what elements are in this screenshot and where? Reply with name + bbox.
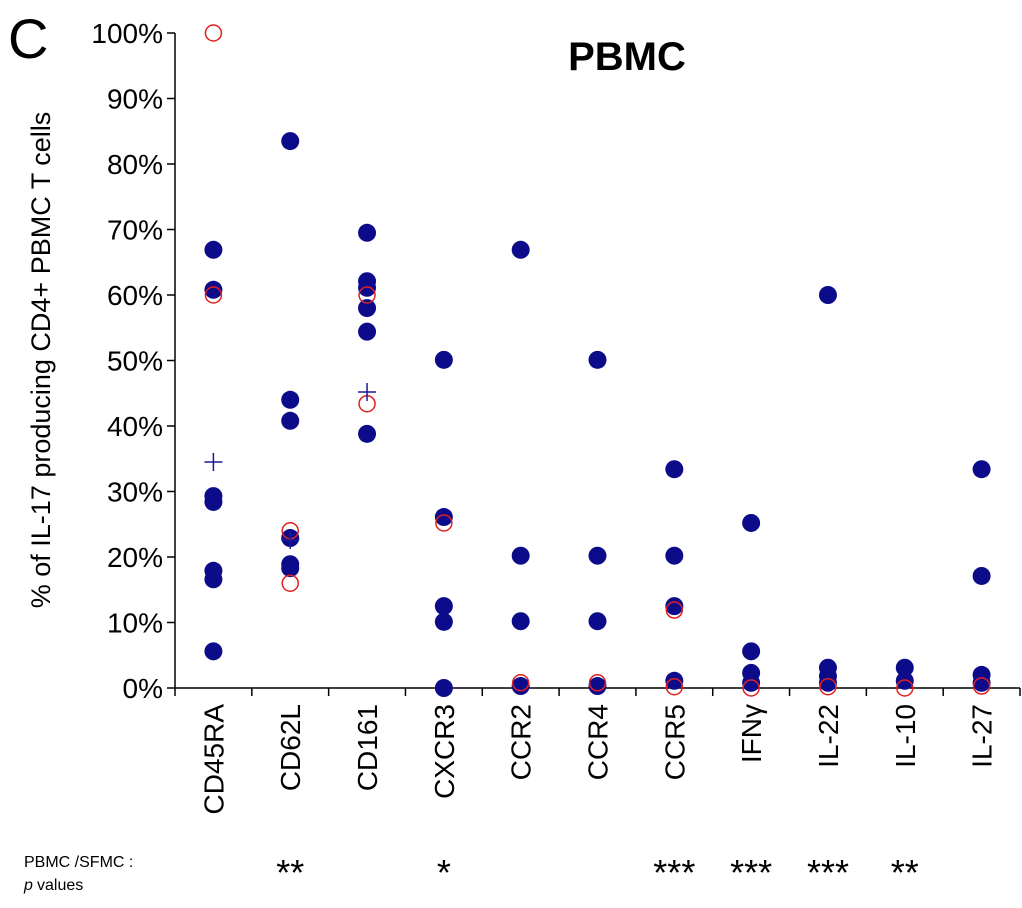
x-tick-label: CCR5 bbox=[659, 704, 690, 780]
dot bbox=[434, 350, 453, 369]
dot bbox=[588, 677, 607, 696]
mean-marker bbox=[204, 453, 223, 472]
y-tick-label: 20% bbox=[107, 542, 163, 573]
dot bbox=[434, 597, 453, 616]
open-dot bbox=[742, 679, 760, 697]
significance: ** bbox=[891, 852, 919, 893]
x-tick-label: CCR4 bbox=[583, 704, 614, 780]
significance-caption: PBMC /SFMC : bbox=[24, 854, 133, 871]
dot bbox=[511, 240, 530, 259]
x-tick-label: CD45RA bbox=[198, 704, 229, 815]
dot bbox=[204, 642, 223, 661]
open-dot bbox=[896, 679, 914, 697]
dot bbox=[281, 132, 300, 151]
dot bbox=[588, 350, 607, 369]
dot bbox=[665, 597, 684, 616]
y-tick-label: 40% bbox=[107, 411, 163, 442]
significance: *** bbox=[730, 852, 772, 893]
dot bbox=[358, 424, 377, 443]
x-tick-label: CCR2 bbox=[506, 704, 537, 780]
significance-caption: p bbox=[23, 877, 33, 894]
x-tick-label: CXCR3 bbox=[429, 704, 460, 799]
open-dot bbox=[819, 677, 837, 696]
dot bbox=[434, 679, 453, 697]
y-tick-label: 60% bbox=[107, 280, 163, 311]
significance-caption: values bbox=[37, 877, 83, 894]
dot bbox=[358, 278, 377, 297]
panel-label: C bbox=[8, 7, 48, 70]
dot bbox=[665, 671, 684, 690]
mean-marker bbox=[281, 530, 300, 549]
significance: *** bbox=[807, 852, 849, 893]
dot bbox=[281, 559, 300, 578]
dot bbox=[665, 460, 684, 479]
dot bbox=[358, 223, 377, 242]
dot bbox=[588, 612, 607, 631]
dot bbox=[204, 280, 223, 299]
dot bbox=[281, 390, 300, 409]
x-tick-label: IL-22 bbox=[813, 704, 844, 768]
dot bbox=[511, 677, 530, 696]
y-tick-label: 100% bbox=[91, 18, 163, 49]
dot bbox=[434, 612, 453, 631]
open-dot bbox=[435, 514, 453, 532]
y-tick-label: 30% bbox=[107, 477, 163, 508]
y-tick-label: 70% bbox=[107, 215, 163, 246]
dot bbox=[511, 612, 530, 631]
x-tick-label: CD161 bbox=[352, 704, 383, 791]
y-tick-label: 50% bbox=[107, 346, 163, 377]
significance: * bbox=[437, 852, 451, 893]
open-dot bbox=[281, 574, 299, 592]
dot bbox=[588, 546, 607, 565]
dot bbox=[742, 642, 761, 661]
open-dot bbox=[588, 674, 607, 692]
dot bbox=[742, 513, 761, 532]
x-tick-label: CD62L bbox=[275, 704, 306, 791]
y-axis-label: % of IL-17 producing CD4+ PBMC T cells bbox=[26, 112, 56, 608]
x-tick-label: IFNγ bbox=[736, 704, 767, 763]
y-tick-label: 10% bbox=[107, 608, 163, 639]
y-tick-label: 0% bbox=[123, 673, 163, 704]
x-tick-label: IL-27 bbox=[967, 704, 998, 768]
chart-title: PBMC bbox=[568, 35, 686, 79]
significance: *** bbox=[653, 852, 695, 893]
open-dot bbox=[665, 677, 684, 696]
open-dot bbox=[972, 677, 991, 695]
dot bbox=[972, 673, 991, 692]
dot bbox=[972, 566, 991, 585]
dot bbox=[434, 508, 453, 527]
dot bbox=[358, 322, 377, 341]
dot bbox=[818, 673, 837, 692]
y-tick-label: 90% bbox=[107, 84, 163, 115]
significance: ** bbox=[276, 852, 304, 893]
dot bbox=[204, 240, 223, 259]
x-tick-label: IL-10 bbox=[890, 704, 921, 768]
dot bbox=[895, 658, 914, 677]
open-dot bbox=[204, 286, 223, 304]
mean-marker bbox=[358, 382, 377, 401]
dot bbox=[358, 299, 377, 318]
dot bbox=[818, 286, 837, 304]
dot bbox=[204, 570, 223, 589]
y-tick-label: 80% bbox=[107, 149, 163, 180]
open-dot bbox=[665, 601, 684, 619]
dot bbox=[281, 411, 300, 430]
open-dot bbox=[204, 24, 223, 42]
open-dot bbox=[511, 674, 530, 692]
dot bbox=[742, 673, 761, 692]
dot bbox=[895, 671, 914, 690]
dot bbox=[511, 546, 530, 565]
dot bbox=[204, 492, 223, 511]
dot bbox=[665, 546, 684, 565]
dot bbox=[972, 460, 991, 479]
open-dot bbox=[358, 286, 376, 304]
